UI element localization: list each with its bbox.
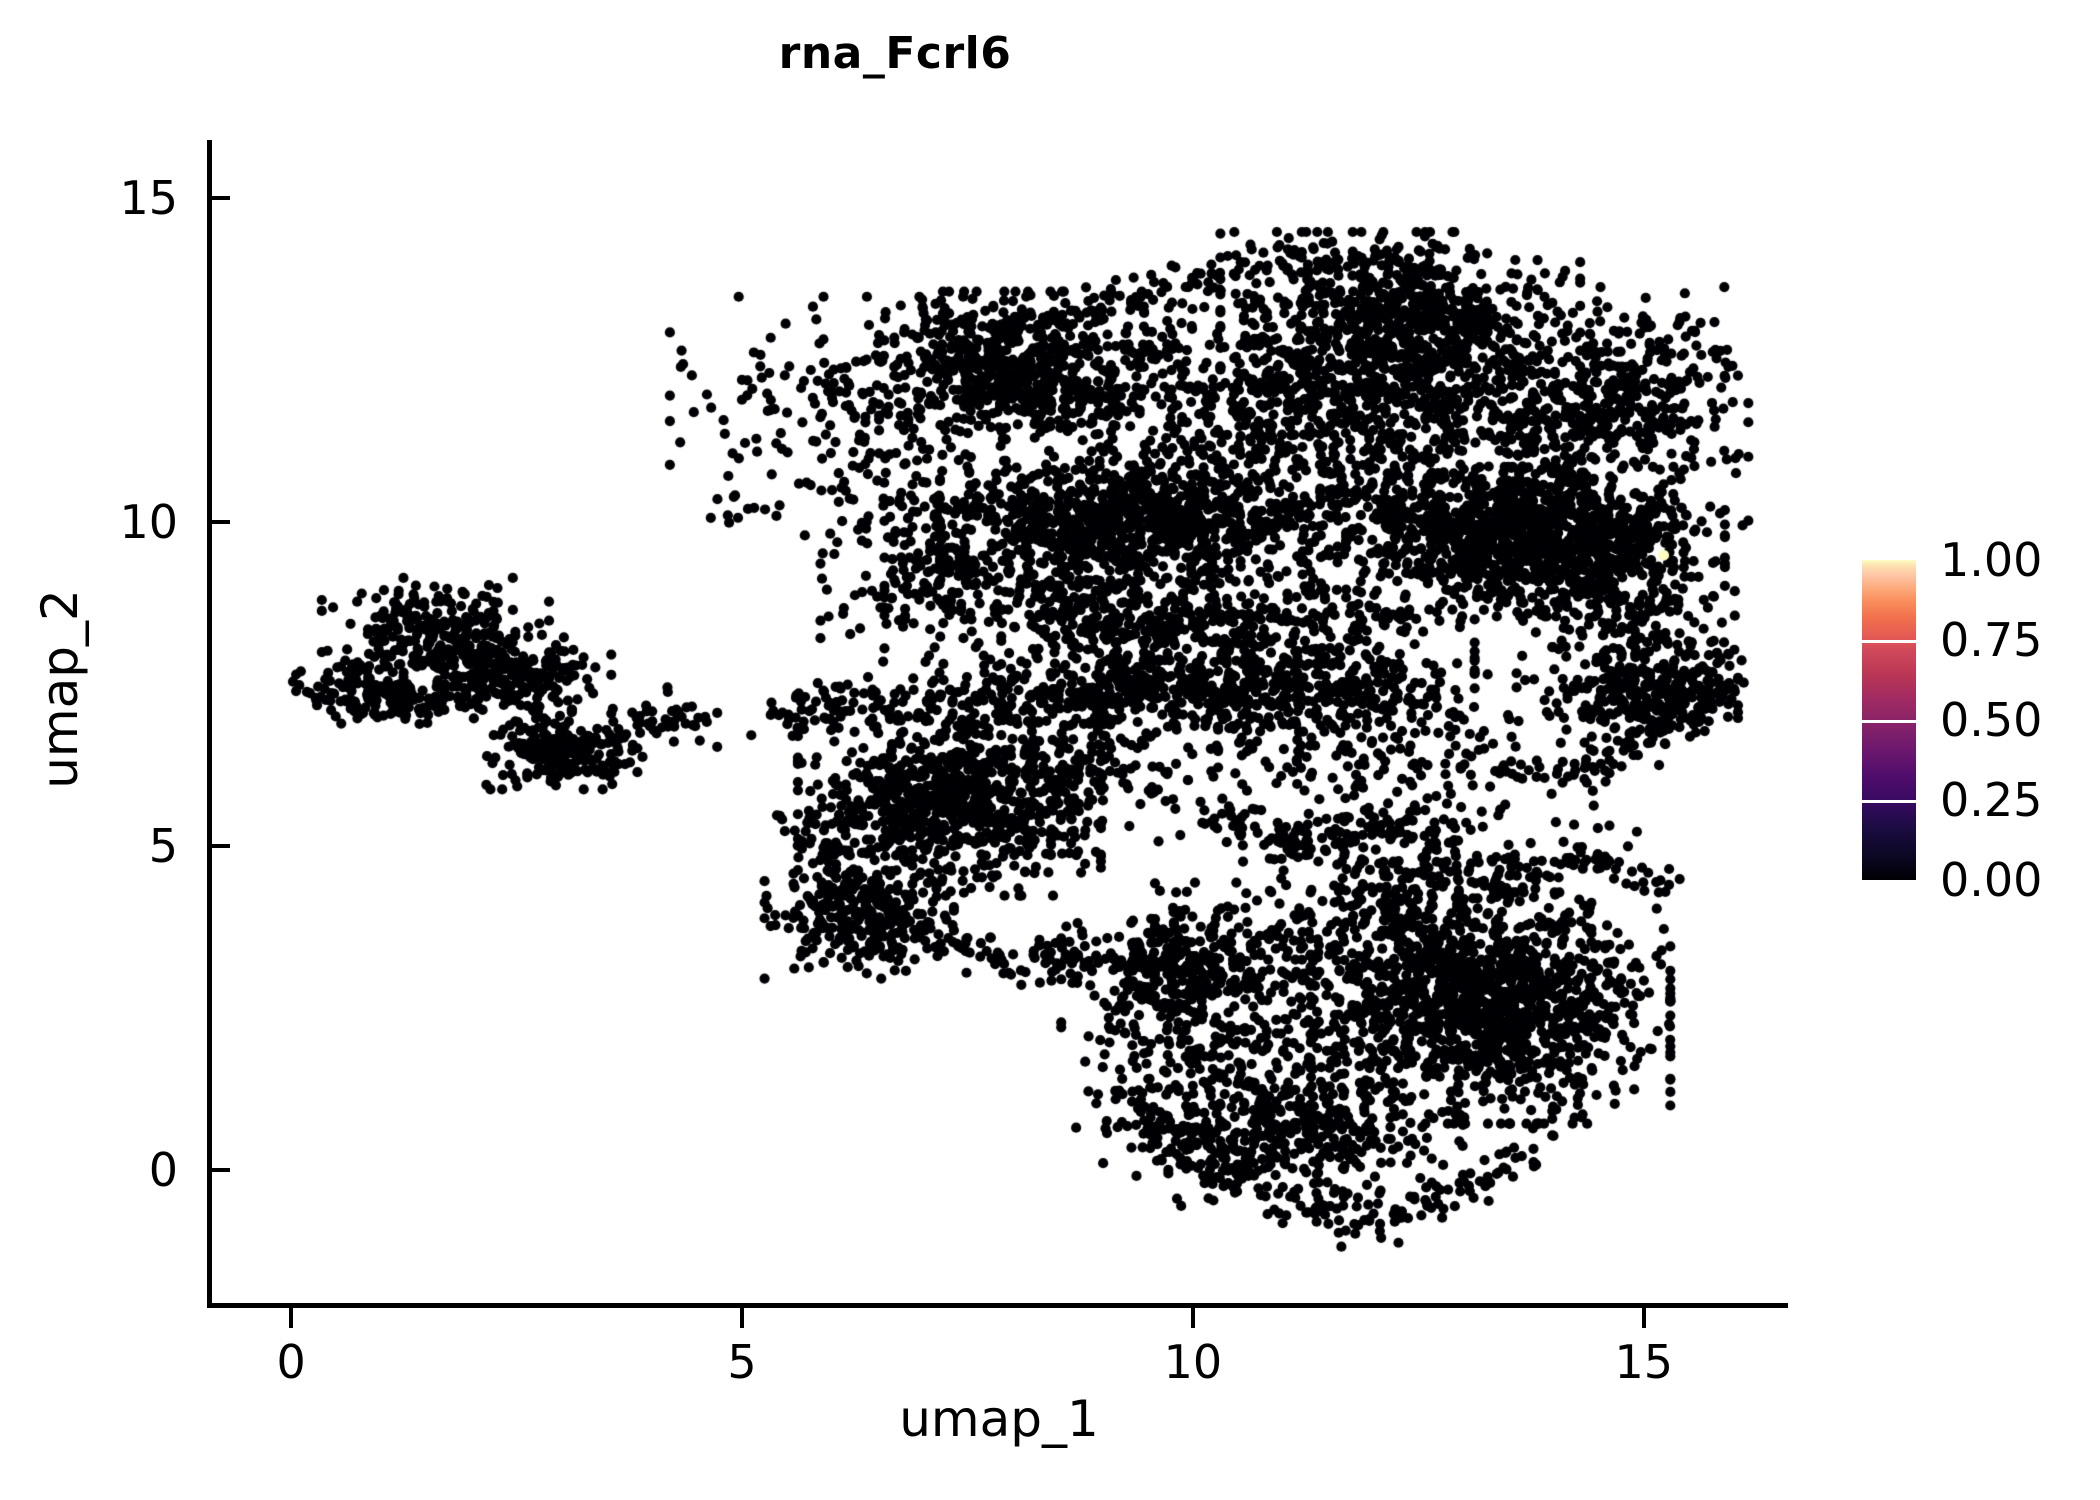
colorbar-tick-label: 0.75: [1940, 613, 2043, 667]
x-tick-mark: [1190, 1308, 1195, 1328]
colorbar-tick-mark: [1862, 800, 1916, 803]
x-tick-label: 10: [1163, 1335, 1223, 1389]
y-tick-mark: [210, 1167, 230, 1172]
y-tick-label: 5: [148, 819, 178, 874]
y-tick-label: 0: [148, 1142, 178, 1197]
colorbar-tick-label: 1.00: [1940, 533, 2043, 587]
y-tick-mark: [210, 520, 230, 525]
y-tick-label: 15: [119, 171, 178, 226]
x-tick-label: 5: [727, 1335, 757, 1389]
plot-title: rna_Fcrl6: [778, 28, 1012, 79]
x-tick-mark: [1641, 1308, 1646, 1328]
y-tick-mark: [210, 844, 230, 849]
x-tick-label: 0: [276, 1335, 306, 1389]
x-axis-spine: [207, 1303, 1788, 1308]
x-tick-label: 15: [1614, 1335, 1673, 1389]
x-axis-label: umap_1: [899, 1390, 1099, 1448]
y-tick-label: 10: [119, 495, 178, 550]
x-tick-mark: [740, 1308, 744, 1328]
y-axis-spine: [207, 140, 212, 1306]
colorbar-tick-mark: [1862, 720, 1916, 723]
y-axis-label: umap_2: [31, 589, 89, 789]
colorbar-tick-label: 0.00: [1940, 853, 2043, 907]
colorbar-tick-label: 0.50: [1940, 693, 2043, 747]
x-tick-mark: [289, 1308, 294, 1328]
y-tick-mark: [210, 196, 230, 201]
colorbar-tick-mark: [1862, 640, 1916, 643]
colorbar-tick-label: 0.25: [1940, 773, 2043, 827]
scatter-canvas: [210, 140, 1788, 1306]
plot-axes: 0 5 10 15 0 5 10 15: [119, 140, 1788, 1389]
